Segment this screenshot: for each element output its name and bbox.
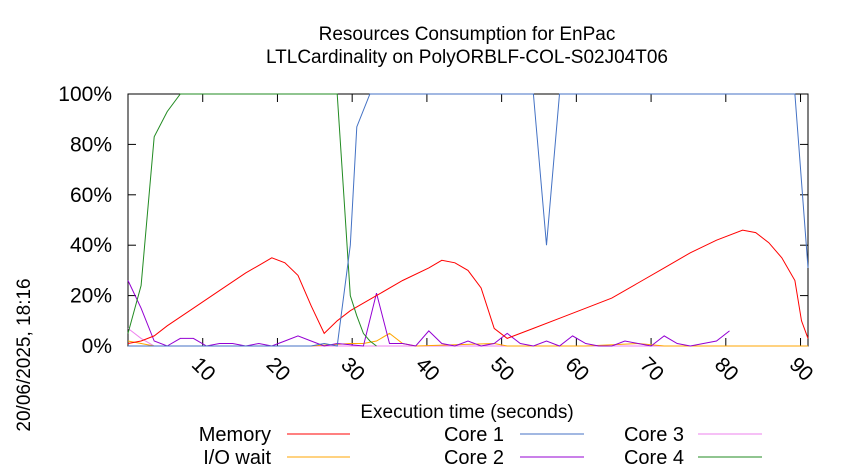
series-line-memory [127, 229, 809, 344]
series-lines [127, 93, 809, 347]
plot-area [127, 93, 809, 347]
legend-label: I/O wait [203, 447, 271, 469]
x-tick-label: 90 [785, 353, 818, 386]
x-tick-label: 40 [411, 353, 444, 386]
legend-label: Core 3 [624, 424, 684, 446]
series-line-core-4 [127, 93, 377, 347]
legend-label: Core 2 [444, 447, 504, 469]
x-tick-label: 60 [561, 353, 594, 386]
x-tick-label: 70 [635, 353, 668, 386]
x-axis-label: Execution time (seconds) [360, 402, 573, 423]
legend-label: Memory [199, 424, 271, 446]
chart-title-line: Resources Consumption for EnPac [319, 24, 616, 45]
plot-border [127, 93, 809, 347]
x-tick-label: 20 [262, 353, 295, 386]
series-line-core-2 [127, 280, 730, 347]
y-tick-label: 40% [70, 234, 112, 257]
chart-title-line: LTLCardinality on PolyORBLF-COL-S02J04T0… [266, 47, 668, 68]
y-tick-label: 20% [70, 285, 112, 308]
y-tick-label: 0% [82, 335, 112, 358]
series-line-core-1 [128, 93, 809, 347]
legend-label: Core 4 [624, 447, 684, 469]
x-tick-label: 80 [710, 353, 743, 386]
x-tick-label: 50 [486, 353, 519, 386]
y-tick-label: 100% [58, 83, 112, 106]
legend-label: Core 1 [444, 424, 504, 446]
timestamp-label: 20/06/2025, 18:16 [14, 278, 35, 431]
x-tick-label: 30 [336, 353, 369, 386]
y-tick-label: 80% [70, 133, 112, 156]
chart-title: Resources Consumption for EnPacLTLCardin… [266, 24, 668, 68]
y-tick-label: 60% [70, 184, 112, 207]
x-tick-label: 10 [187, 353, 220, 386]
y-axis: 0% 20% 40% 60% 80% 100% [58, 83, 808, 358]
series-line-i-o-wait [127, 332, 808, 347]
